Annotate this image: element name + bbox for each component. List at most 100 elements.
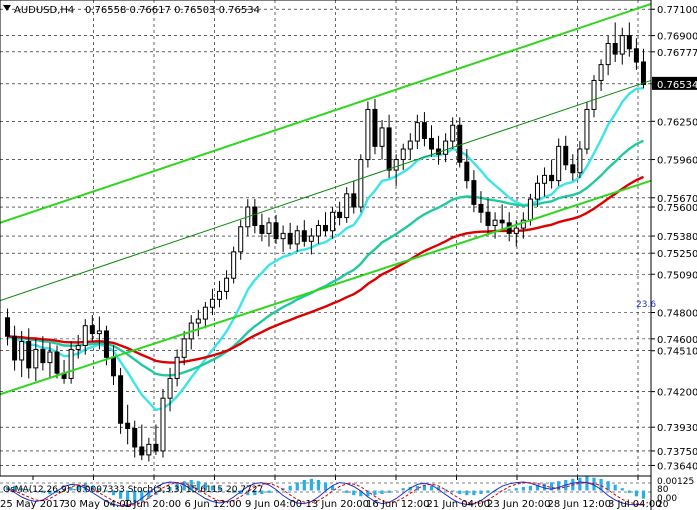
candle-body (428, 137, 434, 150)
osma-bar (359, 490, 363, 497)
candle (26, 328, 32, 379)
candle-body (181, 338, 187, 358)
candle-body (443, 140, 449, 155)
candle (82, 319, 88, 355)
osma-bar (535, 484, 540, 491)
price-tick-label: 0.74800 (657, 308, 697, 319)
candle-body (492, 219, 498, 226)
osma-bar (373, 490, 377, 496)
candle-body (54, 351, 60, 374)
candle (266, 217, 272, 247)
osma-bar (620, 488, 624, 491)
fib-level-label: 23.6 (636, 300, 656, 310)
candle-body (400, 148, 406, 161)
osc-axis-label: 20 (657, 500, 669, 510)
candle (471, 170, 477, 213)
candle (301, 220, 307, 247)
candle-body (82, 325, 88, 346)
osma-bar (542, 483, 547, 491)
candle-body (139, 446, 145, 456)
candle (125, 404, 131, 445)
candle (280, 225, 286, 252)
candle-body (167, 377, 173, 399)
price-axis: 0.77100 0.76900 0.76777 0.76534 0.76250 0.759… (651, 5, 697, 510)
osma-bar (217, 488, 222, 491)
osma-bar (528, 485, 533, 491)
osma-bar (436, 487, 441, 491)
candle (202, 301, 208, 329)
osma-bar (550, 482, 554, 491)
osma-bar (479, 490, 483, 494)
time-tick-label: 6 Jun 12:00 (185, 499, 242, 510)
osma-bar (267, 490, 271, 493)
candle-body (450, 124, 456, 142)
candle (450, 117, 456, 149)
candle-body (612, 43, 618, 55)
osma-bar (34, 490, 38, 492)
triangle-icon (3, 5, 11, 11)
price-tick-label: 0.75380 (657, 232, 697, 243)
candle-body (365, 108, 371, 161)
osc-axis-label: 0.00 (657, 494, 677, 504)
price-tick-label: 0.76777 (657, 48, 697, 59)
candle-body (68, 348, 74, 379)
osma-bar (288, 485, 292, 491)
candle (146, 437, 152, 462)
candle (633, 38, 639, 70)
candle-body (542, 174, 548, 184)
osma-bar (316, 480, 321, 491)
candle (365, 101, 371, 168)
candle (89, 315, 95, 342)
candle-body (202, 306, 208, 320)
candle (33, 338, 39, 382)
osma-bar (465, 490, 469, 496)
osma-bar (394, 490, 398, 492)
price-tick-label: 0.73750 (657, 447, 697, 458)
candle-body (75, 344, 81, 350)
osma-bar (126, 490, 130, 501)
candle (421, 112, 427, 147)
candle (238, 220, 244, 260)
candle-body (103, 330, 109, 358)
candle-body (351, 193, 357, 208)
candle (273, 214, 279, 244)
osma-histogram (5, 476, 646, 503)
candle-body (266, 222, 272, 234)
osma-bar (599, 478, 603, 491)
candle-body (330, 211, 336, 232)
candle (570, 154, 576, 181)
candle-body (96, 330, 102, 335)
candle (174, 349, 180, 387)
osma-bar (168, 487, 172, 491)
candle-body (209, 298, 215, 308)
candle (612, 22, 618, 62)
candle (534, 175, 540, 208)
candle (619, 27, 625, 65)
osma-bar (196, 481, 200, 491)
time-tick-label: 23 Jun 20:00 (487, 499, 551, 510)
osma-bar (472, 490, 476, 496)
candle-body (301, 230, 307, 242)
candle (12, 325, 18, 371)
osma-bar (147, 490, 151, 499)
candle-body (47, 351, 53, 364)
candle (428, 125, 434, 157)
candle-body (125, 422, 131, 430)
candle (40, 336, 46, 371)
candle-body (337, 211, 343, 219)
price-tick-label: 0.76250 (657, 117, 697, 128)
candle-body (26, 341, 32, 369)
osma-bar (507, 489, 511, 491)
candle-body (273, 222, 279, 240)
candle-body (308, 235, 314, 242)
time-tick-label: 30 May 04:00 (64, 499, 133, 510)
time-tick-label: 25 May 2017 (0, 499, 65, 510)
candle-body (598, 64, 604, 81)
candle-body (556, 145, 562, 182)
candle (153, 424, 159, 455)
candle (118, 367, 124, 434)
price-tick-label: 0.74510 (657, 347, 697, 358)
